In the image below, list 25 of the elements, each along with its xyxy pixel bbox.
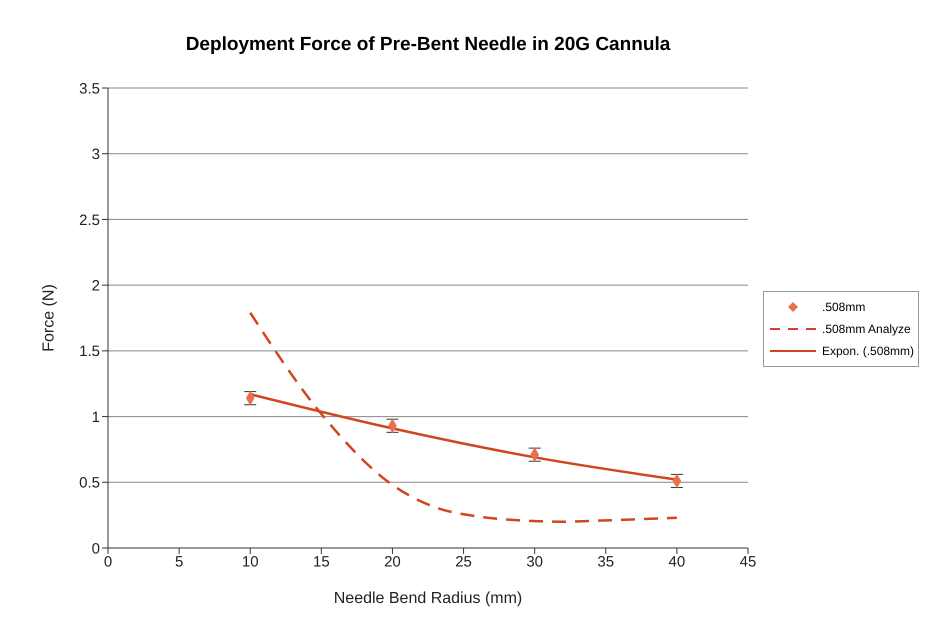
x-tick-label: 0 (104, 554, 112, 571)
y-tick-label: 1 (92, 408, 100, 426)
x-tick-label: 10 (242, 554, 259, 571)
y-tick-label: 0 (92, 540, 100, 558)
legend-label: .508mm (822, 300, 866, 314)
y-tick-label: 3.5 (79, 80, 100, 98)
x-tick-label: 15 (312, 554, 330, 571)
x-tick-label: 40 (668, 554, 686, 571)
x-tick-label: 25 (455, 554, 472, 571)
y-tick-label: 0.5 (79, 474, 100, 492)
line-series (248, 311, 678, 523)
x-tick-label: 30 (526, 554, 544, 571)
y-tick-label: 2.5 (79, 212, 100, 229)
y-tick-label: 3 (92, 146, 100, 164)
x-tick-label: 20 (384, 554, 401, 571)
x-axis-title: Needle Bend Radius (mm) (334, 590, 522, 607)
legend-label: Expon. (.508mm) (822, 344, 914, 358)
legend-label: .508mm Analyze (822, 322, 911, 336)
x-tick-label: 45 (740, 554, 756, 571)
chart-title: Deployment Force of Pre-Bent Needle in 20G Cannula (184, 34, 672, 56)
x-tick-label: 35 (597, 554, 614, 571)
y-tick-label: 2 (92, 277, 100, 294)
x-tick-label: 5 (174, 554, 184, 571)
y-tick-label: 1.5 (79, 343, 100, 360)
y-axis-title: Force (N) (40, 284, 58, 352)
